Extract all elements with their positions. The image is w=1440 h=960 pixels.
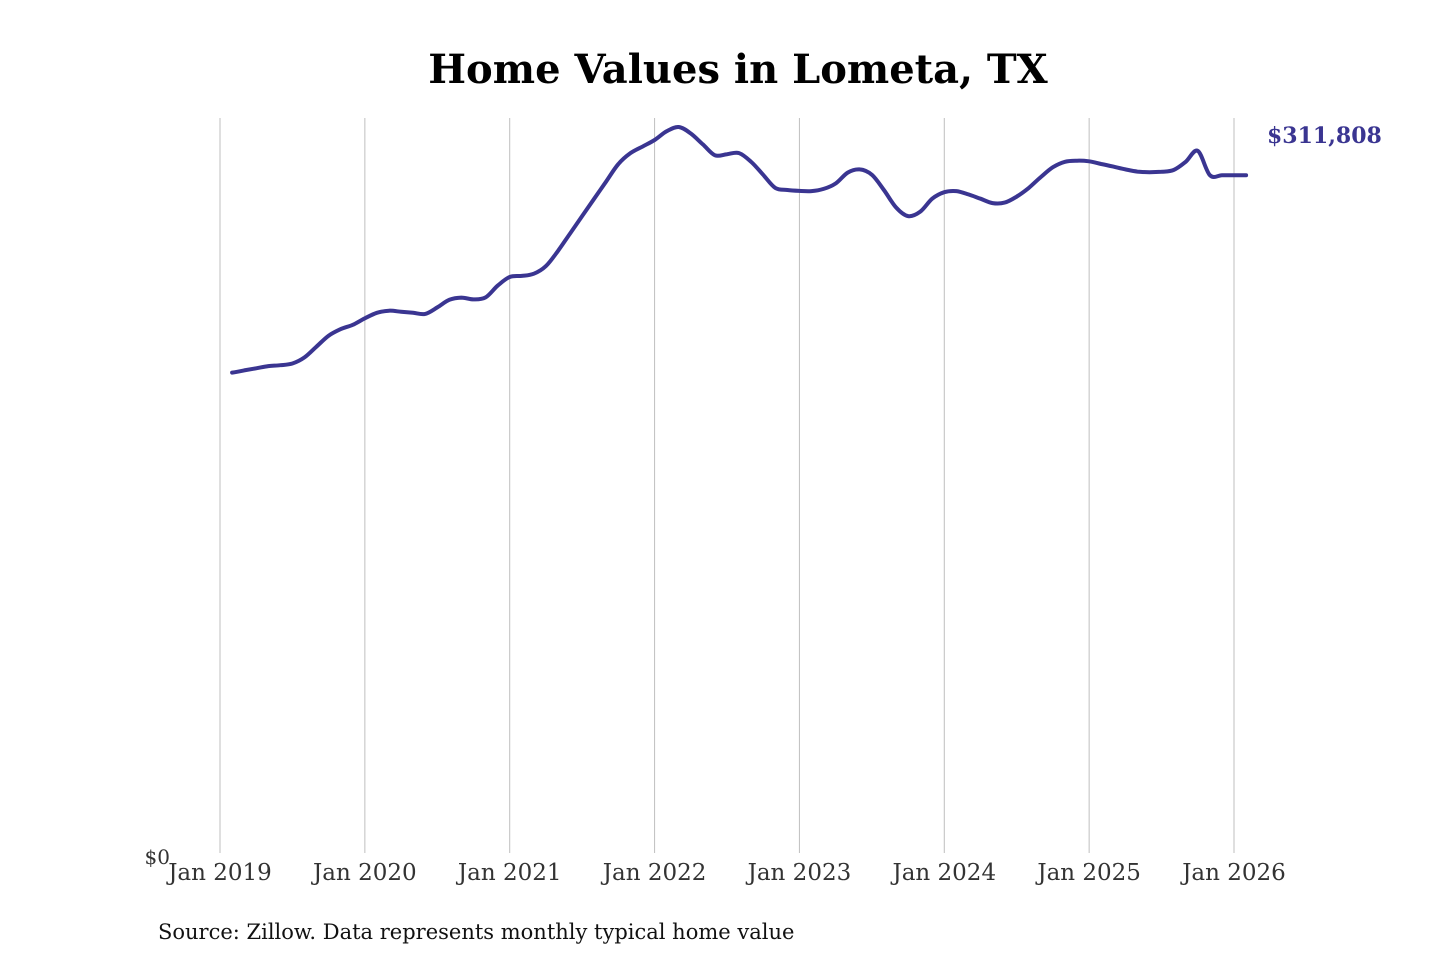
source-note: Source: Zillow. Data represents monthly …	[158, 920, 794, 944]
y-axis-tick-label-zero: $0	[145, 845, 170, 869]
x-tick-label-2024-01: Jan 2024	[890, 860, 996, 886]
gridlines	[219, 118, 1235, 853]
home-value-series-line	[230, 124, 1249, 375]
latest-value-label: $311,808	[1267, 123, 1382, 149]
x-tick-label-2026-01: Jan 2026	[1180, 860, 1286, 886]
x-tick-label-2021-01: Jan 2021	[456, 860, 562, 886]
x-tick-label-2019-01: Jan 2019	[166, 860, 272, 886]
x-tick-label-2022-01: Jan 2022	[601, 860, 707, 886]
x-tick-label-2020-01: Jan 2020	[311, 860, 417, 886]
chart-title: Home Values in Lometa, TX	[428, 46, 1047, 93]
x-axis-tick-labels: Jan 2019 Jan 2020 Jan 2021 Jan 2022 Jan 2023…	[166, 860, 1286, 886]
x-tick-label-2025-01: Jan 2025	[1035, 860, 1141, 886]
x-tick-label-2023-01: Jan 2023	[746, 860, 852, 886]
